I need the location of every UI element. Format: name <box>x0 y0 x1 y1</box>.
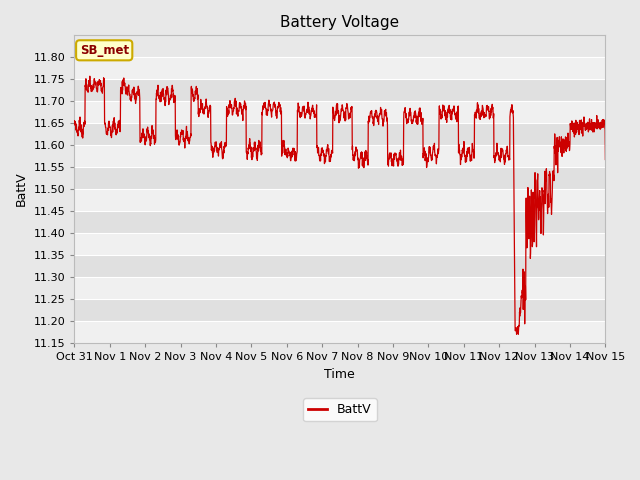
Text: SB_met: SB_met <box>79 44 129 57</box>
Title: Battery Voltage: Battery Voltage <box>280 15 399 30</box>
Legend: BattV: BattV <box>303 398 376 421</box>
Bar <box>74 255 605 277</box>
Bar <box>74 321 605 343</box>
Bar <box>74 167 605 189</box>
Bar <box>74 101 605 123</box>
X-axis label: Time: Time <box>324 368 355 381</box>
Bar <box>74 277 605 299</box>
Bar <box>74 57 605 79</box>
Bar <box>74 189 605 211</box>
Bar <box>74 145 605 167</box>
Y-axis label: BattV: BattV <box>15 172 28 206</box>
Bar <box>74 211 605 233</box>
Bar <box>74 299 605 321</box>
Bar <box>74 233 605 255</box>
Bar <box>74 79 605 101</box>
Bar <box>74 123 605 145</box>
